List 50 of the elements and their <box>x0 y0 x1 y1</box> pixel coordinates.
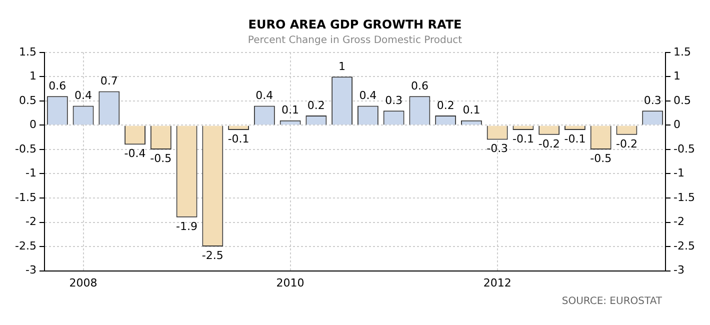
data-label: -0.2 <box>538 137 560 150</box>
data-label: 0.2 <box>307 98 325 112</box>
y-tick-label: -1.5 <box>14 190 36 204</box>
y2-tick-label: 0 <box>674 118 681 132</box>
x-tick-label: 2010 <box>276 276 304 290</box>
source-note: SOURCE: EUROSTAT <box>560 296 663 307</box>
data-label: -0.1 <box>512 132 534 146</box>
data-label: -1.9 <box>176 220 198 233</box>
chart-subtitle: Percent Change in Gross Domestic Product <box>248 34 462 46</box>
y-tick-label: -3 <box>25 264 36 277</box>
data-label: 0.2 <box>436 98 454 112</box>
y-tick-label: -2.5 <box>14 239 36 252</box>
data-label: 0.4 <box>74 89 92 102</box>
data-label: -2.5 <box>202 248 224 262</box>
data-label: 0.3 <box>644 94 662 107</box>
data-label: 0.1 <box>282 104 300 117</box>
data-label: 0.4 <box>359 89 377 102</box>
data-label: -0.3 <box>486 142 508 156</box>
y2-tick-label: -2 <box>674 215 685 228</box>
y-tick-label: 1 <box>29 70 36 83</box>
y2-tick-label: -3 <box>674 264 685 277</box>
y2-tick-label: -1.5 <box>674 190 696 204</box>
data-label: 0.6 <box>48 79 66 92</box>
data-label: 1 <box>338 60 346 74</box>
y-tick-label: 0.5 <box>18 94 36 107</box>
data-label: 0.7 <box>100 74 118 88</box>
x-tick-label: 2012 <box>483 276 512 290</box>
y2-tick-label: 0.5 <box>674 94 692 107</box>
data-label: 0.3 <box>385 94 403 107</box>
y-tick-label: -0.5 <box>14 142 36 156</box>
y-tick-label: 1.5 <box>18 45 36 58</box>
data-label: -0.1 <box>564 132 586 146</box>
data-label: 0.1 <box>462 104 480 117</box>
chart-title: EURO AREA GDP GROWTH RATE <box>248 17 462 32</box>
data-label: 0.6 <box>410 79 428 92</box>
data-label: -0.5 <box>150 152 172 165</box>
x-tick-label: 2008 <box>69 276 98 290</box>
y2-tick-label: 1 <box>674 70 681 83</box>
data-label: -0.2 <box>616 137 638 150</box>
y-tick-label: -1 <box>25 166 36 180</box>
data-label: -0.5 <box>590 152 612 165</box>
y-tick-label: 0 <box>29 118 36 132</box>
y2-tick-label: -0.5 <box>674 142 696 156</box>
y2-tick-label: 1.5 <box>674 45 692 58</box>
y-tick-label: -2 <box>25 215 36 228</box>
data-label: 0.4 <box>256 89 274 102</box>
data-label: -0.1 <box>228 132 250 146</box>
y2-tick-label: -1 <box>674 166 685 180</box>
data-label: -0.4 <box>124 146 146 160</box>
y2-tick-label: -2.5 <box>674 239 696 252</box>
